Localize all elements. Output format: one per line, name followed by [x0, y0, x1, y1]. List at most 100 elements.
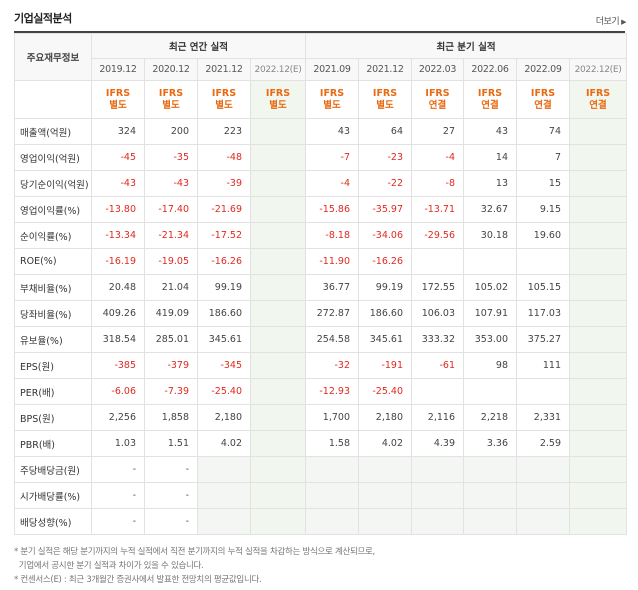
table-cell: [358, 482, 412, 509]
ifrs-bottom: 연결: [534, 99, 552, 111]
table-cell: 4.02: [358, 430, 412, 457]
table-cell: -: [144, 456, 198, 483]
table-cell: [568, 170, 628, 197]
table-cell: 2,180: [197, 404, 251, 431]
table-cell: 99.19: [197, 274, 251, 301]
ifrs-label-spacer: [14, 80, 92, 119]
ifrs-top: IFRS: [105, 87, 131, 99]
table-cell: 27: [411, 118, 464, 145]
table-cell: -13.80: [91, 196, 145, 223]
table-row: EPS(원) -385 -379 -345 -32 -191 -61 98 111: [14, 352, 628, 379]
table-cell: -7: [305, 144, 359, 171]
table-cell: -35: [144, 144, 198, 171]
table-cell: -17.52: [197, 222, 251, 249]
table-cell: -385: [91, 352, 145, 379]
table-cell: [250, 456, 306, 483]
table-cell: [250, 326, 306, 353]
table-cell: 106.03: [411, 300, 464, 327]
table-cell: 36.77: [305, 274, 359, 301]
table-cell: 105.15: [516, 274, 570, 301]
table-cell: 105.02: [463, 274, 517, 301]
ifrs-bottom: 별도: [109, 99, 127, 111]
table-row: 배당성향(%) - -: [14, 508, 628, 535]
table-cell: [568, 248, 628, 275]
table-cell: 9.15: [516, 196, 570, 223]
table-cell: [250, 508, 306, 535]
table-cell: [250, 378, 306, 405]
table-cell: [250, 352, 306, 379]
period-header: 2019.12: [91, 58, 145, 81]
accounting-standard-label: IFRS 별도: [197, 80, 251, 119]
table-cell: 409.26: [91, 300, 145, 327]
table-cell: 272.87: [305, 300, 359, 327]
table-cell: 186.60: [197, 300, 251, 327]
table-cell: [250, 430, 306, 457]
row-label: 당좌비율(%): [14, 300, 92, 327]
ifrs-top: IFRS: [477, 87, 503, 99]
ifrs-bottom: 연결: [589, 99, 607, 111]
table-cell: [516, 378, 570, 405]
table-cell: 333.32: [411, 326, 464, 353]
table-cell: [250, 196, 306, 223]
table-cell: [197, 508, 251, 535]
table-cell: 345.61: [197, 326, 251, 353]
table-cell: -25.40: [358, 378, 412, 405]
table-cell: -35.97: [358, 196, 412, 223]
table-cell: [250, 482, 306, 509]
accounting-standard-label: IFRS 별도: [358, 80, 412, 119]
row-label: 당기순이익(억원): [14, 170, 92, 197]
table-cell: 30.18: [463, 222, 517, 249]
table-cell: 7: [516, 144, 570, 171]
table-cell: 1.03: [91, 430, 145, 457]
table-cell: 2,116: [411, 404, 464, 431]
ifrs-bottom: 연결: [481, 99, 499, 111]
table-cell: -13.34: [91, 222, 145, 249]
period-header: 2021.09: [305, 58, 359, 81]
table-cell: [568, 456, 628, 483]
ifrs-bottom: 연결: [428, 99, 447, 111]
accounting-standard-label: IFRS 연결: [516, 80, 570, 119]
table-cell: [568, 430, 628, 457]
table-cell: 419.09: [144, 300, 198, 327]
table-cell: -32: [305, 352, 359, 379]
table-cell: [463, 378, 517, 405]
table-cell: -8: [411, 170, 464, 197]
table-cell: [463, 248, 517, 275]
accounting-standard-label: IFRS 별도: [305, 80, 359, 119]
table-cell: 345.61: [358, 326, 412, 353]
table-cell: 98: [463, 352, 517, 379]
table-cell: [197, 456, 251, 483]
table-cell: 1.51: [144, 430, 198, 457]
table-cell: -345: [197, 352, 251, 379]
table-cell: -43: [91, 170, 145, 197]
table-cell: [305, 456, 359, 483]
table-cell: -19.05: [144, 248, 198, 275]
period-header: 2022.06: [463, 58, 517, 81]
accounting-standard-label: IFRS 별도: [250, 80, 306, 119]
table-cell: [516, 456, 570, 483]
more-link[interactable]: 더보기 ▶: [596, 14, 627, 27]
table-cell: [250, 222, 306, 249]
ifrs-bottom: 별도: [269, 99, 287, 111]
ifrs-top: IFRS: [158, 87, 184, 99]
ifrs-top: IFRS: [265, 87, 291, 99]
table-cell: 32.67: [463, 196, 517, 223]
table-cell: [516, 248, 570, 275]
table-cell: -61: [411, 352, 464, 379]
table-cell: 186.60: [358, 300, 412, 327]
table-row: ROE(%) -16.19 -19.05 -16.26 -11.90 -16.26: [14, 248, 628, 275]
table-cell: [250, 170, 306, 197]
row-label: 배당성향(%): [14, 508, 92, 535]
table-cell: [568, 404, 628, 431]
label-column-header: 주요재무정보: [14, 33, 92, 81]
period-header: 2021.12: [197, 58, 251, 81]
group-header-annual: 최근 연간 실적: [91, 33, 306, 59]
table-cell: [411, 482, 464, 509]
ifrs-bottom: 별도: [162, 99, 180, 111]
table-cell: 4.39: [411, 430, 464, 457]
table-row: PBR(배) 1.03 1.51 4.02 1.58 4.02 4.39 3.36 2.59: [14, 430, 628, 457]
table-cell: 99.19: [358, 274, 412, 301]
table-cell: -4: [305, 170, 359, 197]
table-cell: [568, 274, 628, 301]
table-cell: 2,256: [91, 404, 145, 431]
